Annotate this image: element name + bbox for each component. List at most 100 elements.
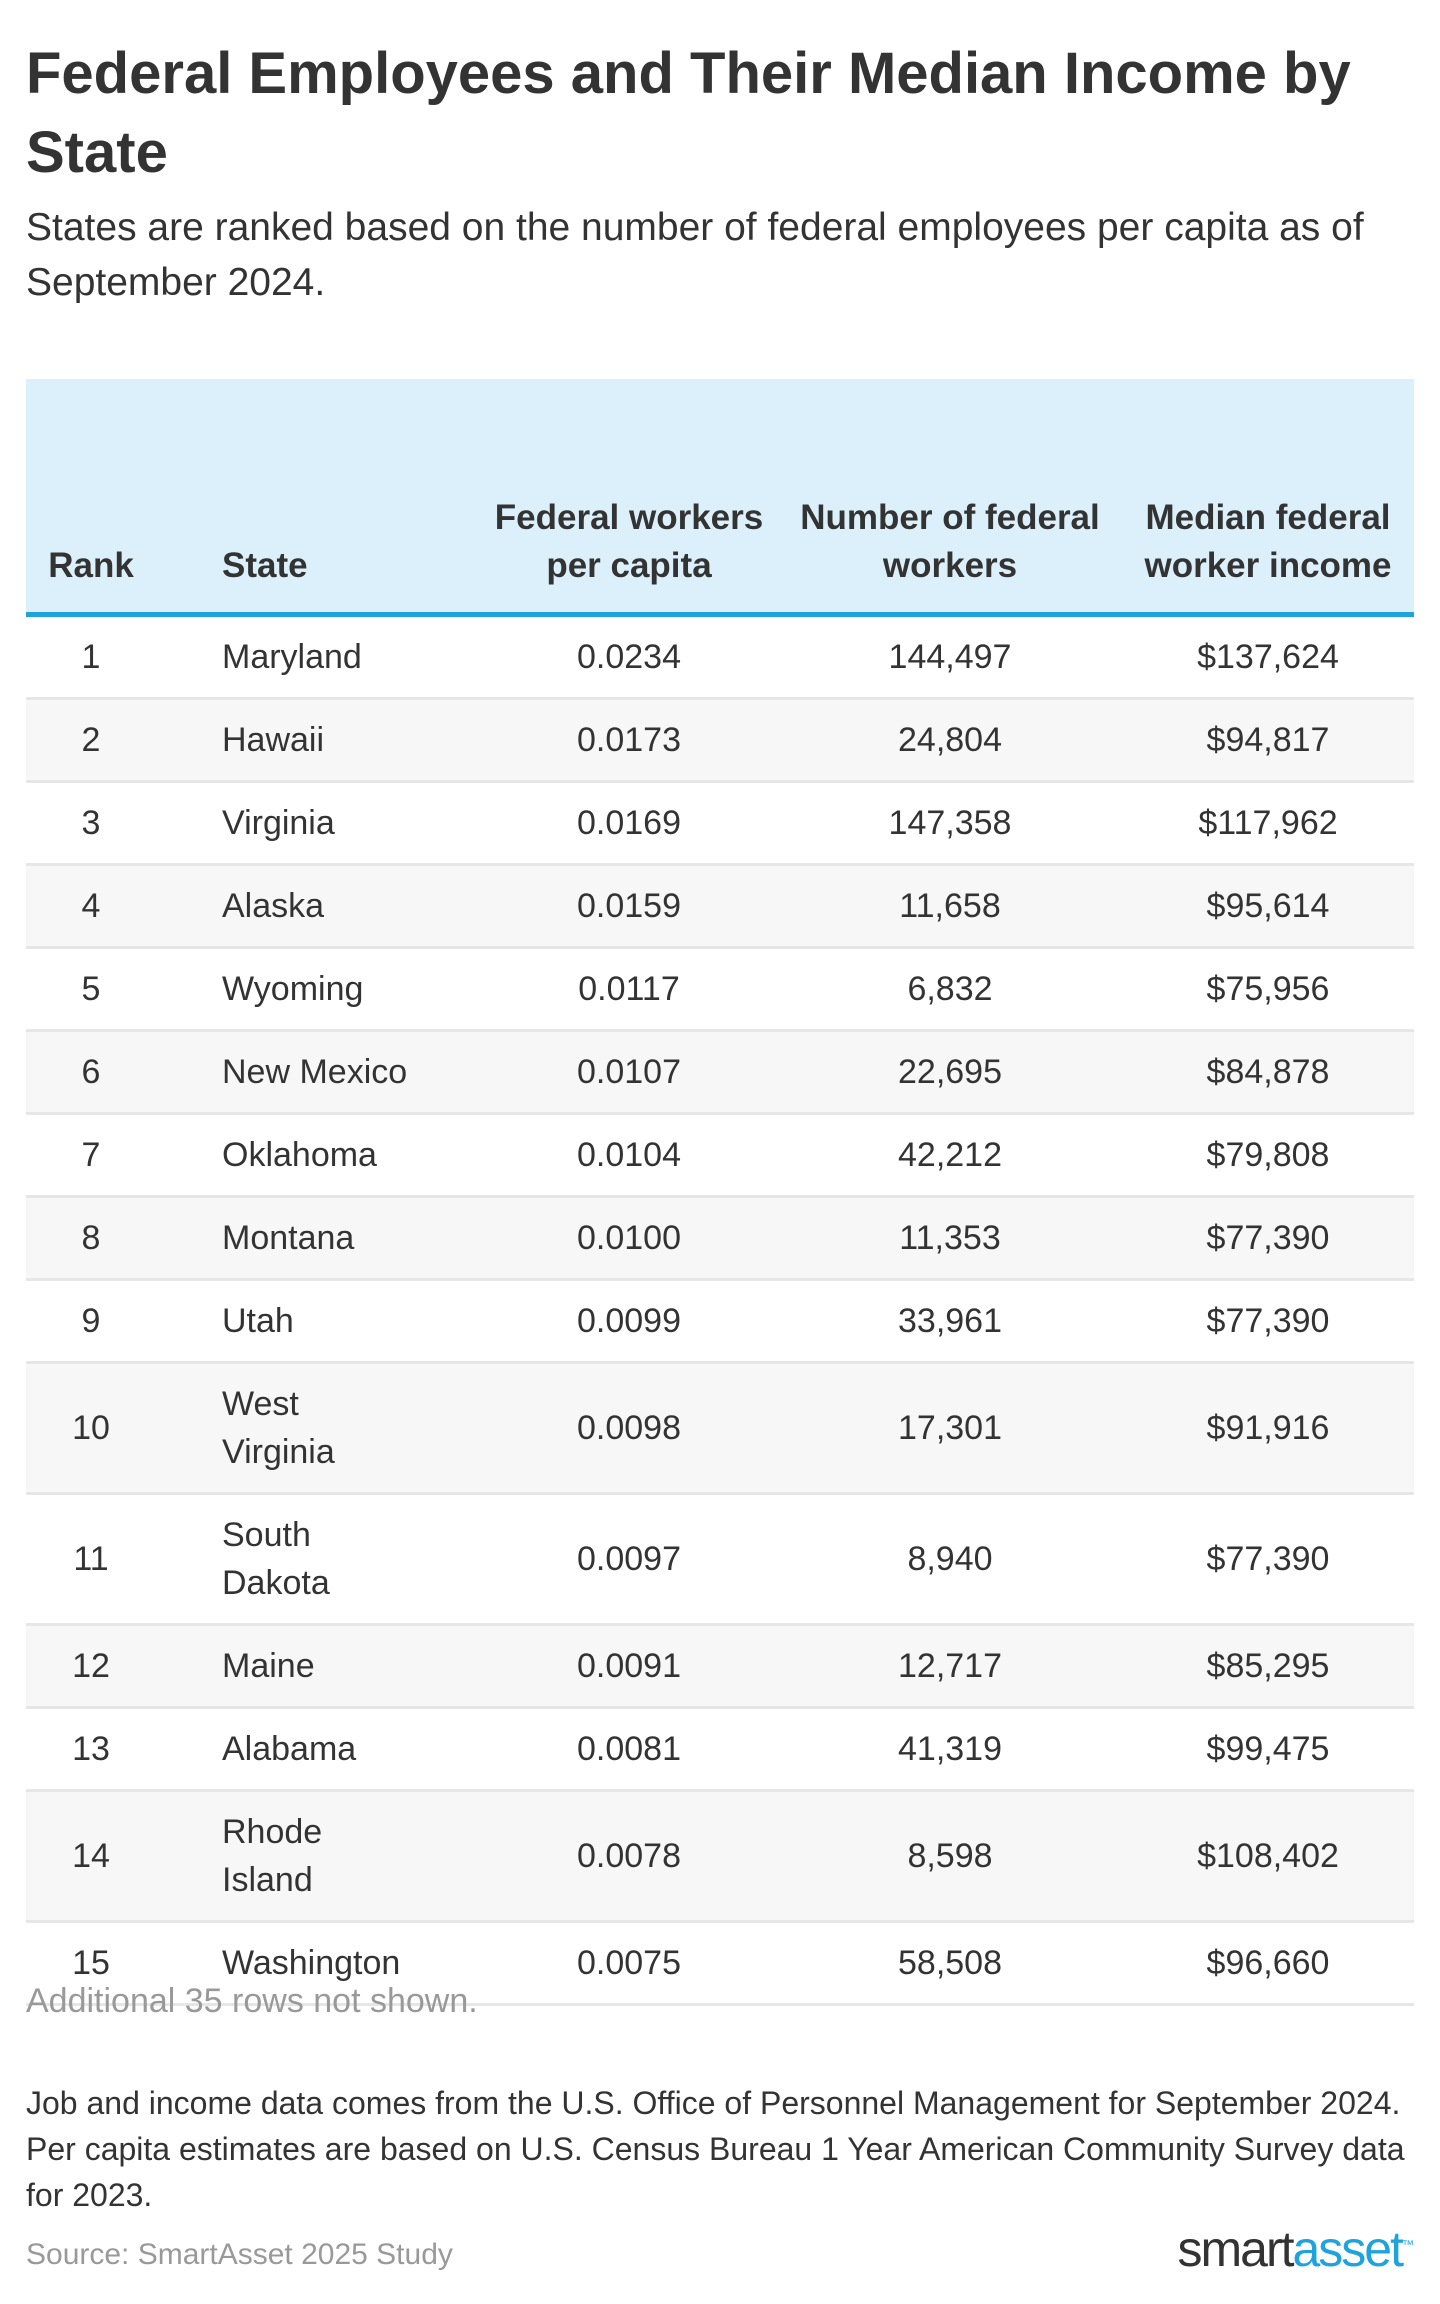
cell-rank: 9 xyxy=(26,1279,156,1364)
cell-state: West Virginia xyxy=(156,1362,480,1495)
cell-per-capita: 0.0173 xyxy=(480,698,778,783)
cell-median-income: $99,475 xyxy=(1122,1707,1414,1792)
cell-number-workers: 11,658 xyxy=(778,864,1122,949)
state-name: Maryland xyxy=(222,638,362,676)
cell-per-capita: 0.0097 xyxy=(480,1493,778,1626)
cell-number-workers: 33,961 xyxy=(778,1279,1122,1364)
cell-state: Washington xyxy=(156,1921,480,2006)
cell-median-income: $77,390 xyxy=(1122,1493,1414,1626)
cell-state: Hawaii xyxy=(156,698,480,783)
header-per-capita: Federal workers per capita xyxy=(480,379,778,617)
logo-trademark: ™ xyxy=(1402,2237,1414,2252)
table-row: 6 New Mexico 0.0107 22,695 $84,878 xyxy=(26,1030,1414,1115)
cell-per-capita: 0.0099 xyxy=(480,1279,778,1364)
cell-rank: 10 xyxy=(26,1362,156,1495)
cell-per-capita: 0.0234 xyxy=(480,614,778,700)
table-row: 8 Montana 0.0100 11,353 $77,390 xyxy=(26,1196,1414,1281)
cell-state: Oklahoma xyxy=(156,1113,480,1198)
cell-number-workers: 24,804 xyxy=(778,698,1122,783)
header-rank: Rank xyxy=(26,379,156,617)
cell-per-capita: 0.0107 xyxy=(480,1030,778,1115)
cell-number-workers: 42,212 xyxy=(778,1113,1122,1198)
cell-number-workers: 12,717 xyxy=(778,1624,1122,1709)
cell-median-income: $95,614 xyxy=(1122,864,1414,949)
more-rows-note: Additional 35 rows not shown. xyxy=(26,1982,478,2020)
cell-median-income: $137,624 xyxy=(1122,614,1414,700)
cell-state: Maryland xyxy=(156,614,480,700)
cell-per-capita: 0.0081 xyxy=(480,1707,778,1792)
state-name: Rhode Island xyxy=(222,1813,323,1899)
cell-per-capita: 0.0078 xyxy=(480,1790,778,1923)
table-row: 5 Wyoming 0.0117 6,832 $75,956 xyxy=(26,947,1414,1032)
table-header-row: Rank State Federal workers per capita Nu… xyxy=(26,379,1414,617)
smartasset-logo: smartasset™ xyxy=(1177,2220,1414,2278)
cell-median-income: $94,817 xyxy=(1122,698,1414,783)
table-row: 14 Rhode Island 0.0078 8,598 $108,402 xyxy=(26,1790,1414,1923)
cell-state: Utah xyxy=(156,1279,480,1364)
cell-median-income: $77,390 xyxy=(1122,1196,1414,1281)
table-row: 3 Virginia 0.0169 147,358 $117,962 xyxy=(26,781,1414,866)
cell-median-income: $85,295 xyxy=(1122,1624,1414,1709)
cell-state: Rhode Island xyxy=(156,1790,480,1923)
cell-rank: 6 xyxy=(26,1030,156,1115)
cell-per-capita: 0.0091 xyxy=(480,1624,778,1709)
cell-median-income: $77,390 xyxy=(1122,1279,1414,1364)
header-number-workers: Number of federal workers xyxy=(778,379,1122,617)
cell-median-income: $75,956 xyxy=(1122,947,1414,1032)
table-row: 11 South Dakota 0.0097 8,940 $77,390 xyxy=(26,1493,1414,1626)
cell-per-capita: 0.0075 xyxy=(480,1921,778,2006)
footnote: Job and income data comes from the U.S. … xyxy=(26,2085,1405,2213)
logo-text-smart: smart xyxy=(1177,2221,1294,2277)
cell-number-workers: 8,598 xyxy=(778,1790,1122,1923)
cell-state: Wyoming xyxy=(156,947,480,1032)
cell-number-workers: 11,353 xyxy=(778,1196,1122,1281)
table-row: 15 Washington 0.0075 58,508 $96,660 xyxy=(26,1921,1414,2006)
cell-rank: 14 xyxy=(26,1790,156,1923)
cell-state: Alaska xyxy=(156,864,480,949)
cell-state: Maine xyxy=(156,1624,480,1709)
cell-state: Montana xyxy=(156,1196,480,1281)
cell-number-workers: 22,695 xyxy=(778,1030,1122,1115)
cell-per-capita: 0.0159 xyxy=(480,864,778,949)
cell-number-workers: 8,940 xyxy=(778,1493,1122,1626)
cell-rank: 4 xyxy=(26,864,156,949)
cell-per-capita: 0.0117 xyxy=(480,947,778,1032)
cell-rank: 3 xyxy=(26,781,156,866)
cell-number-workers: 147,358 xyxy=(778,781,1122,866)
cell-number-workers: 41,319 xyxy=(778,1707,1122,1792)
cell-median-income: $84,878 xyxy=(1122,1030,1414,1115)
cell-median-income: $91,916 xyxy=(1122,1362,1414,1495)
table-row: 12 Maine 0.0091 12,717 $85,295 xyxy=(26,1624,1414,1709)
cell-state: Virginia xyxy=(156,781,480,866)
cell-rank: 8 xyxy=(26,1196,156,1281)
cell-rank: 2 xyxy=(26,698,156,783)
cell-median-income: $96,660 xyxy=(1122,1921,1414,2006)
state-name: Maine xyxy=(222,1647,315,1685)
table-row: 4 Alaska 0.0159 11,658 $95,614 xyxy=(26,864,1414,949)
cell-rank: 13 xyxy=(26,1707,156,1792)
state-name: Oklahoma xyxy=(222,1136,377,1174)
table-row: 2 Hawaii 0.0173 24,804 $94,817 xyxy=(26,698,1414,783)
cell-rank: 7 xyxy=(26,1113,156,1198)
state-name: Washington xyxy=(222,1944,401,1982)
data-table: Rank State Federal workers per capita Nu… xyxy=(26,379,1414,2006)
table-row: 9 Utah 0.0099 33,961 $77,390 xyxy=(26,1279,1414,1364)
cell-rank: 12 xyxy=(26,1624,156,1709)
table-row: 13 Alabama 0.0081 41,319 $99,475 xyxy=(26,1707,1414,1792)
logo-text-asset: asset xyxy=(1292,2221,1404,2277)
state-name: Wyoming xyxy=(222,970,364,1008)
cell-state: New Mexico xyxy=(156,1030,480,1115)
cell-state: Alabama xyxy=(156,1707,480,1792)
header-median-income: Median federal worker income xyxy=(1122,379,1414,617)
state-name: West Virginia xyxy=(222,1385,335,1471)
cell-rank: 15 xyxy=(26,1921,156,2006)
cell-rank: 1 xyxy=(26,614,156,700)
cell-state: South Dakota xyxy=(156,1493,480,1626)
cell-number-workers: 6,832 xyxy=(778,947,1122,1032)
state-name: South Dakota xyxy=(222,1516,330,1602)
cell-per-capita: 0.0104 xyxy=(480,1113,778,1198)
cell-per-capita: 0.0169 xyxy=(480,781,778,866)
source-note: Source: SmartAsset 2025 Study xyxy=(26,2238,453,2271)
cell-median-income: $79,808 xyxy=(1122,1113,1414,1198)
state-name: New Mexico xyxy=(222,1053,408,1091)
